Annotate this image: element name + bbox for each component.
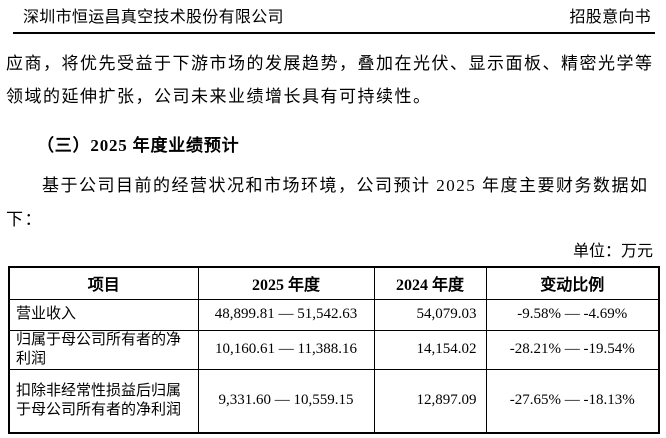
paragraph-continuation: 应商，将优先受益于下游市场的发展趋势，叠加在光伏、显示面板、精密光学等 领域的延… — [6, 47, 661, 113]
page-header: 深圳市恒运昌真空技术股份有限公司 招股意向书 — [23, 7, 651, 29]
header-divider — [13, 32, 655, 34]
doc-type-label: 招股意向书 — [569, 9, 651, 26]
financial-forecast-table: 项目 2025 年度 2024 年度 变动比例 营业收入 48,899.81 —… — [8, 266, 660, 434]
column-header-item: 项目 — [8, 266, 199, 300]
item-cell: 营业收入 — [8, 298, 199, 331]
value-2025-cell: 48,899.81 — 51,542.63 — [197, 298, 375, 331]
value-2024-cell: 12,897.09 — [373, 368, 487, 434]
paragraph-line: 应商，将优先受益于下游市场的发展趋势，叠加在光伏、显示面板、精密光学等 — [6, 54, 654, 73]
paragraph-line: 基于公司目前的经营状况和市场环境，公司预计 2025 年度主要财务数据如 — [42, 176, 649, 195]
table-row: 扣除非经常性损益后归属于母公司所有者的净利润 9,331.60 — 10,559… — [8, 368, 660, 434]
change-ratio-cell: -28.21% — -19.54% — [485, 329, 660, 370]
column-header-change: 变动比例 — [485, 266, 660, 300]
item-cell: 扣除非经常性损益后归属于母公司所有者的净利润 — [8, 368, 199, 434]
paragraph-intro: 基于公司目前的经营状况和市场环境，公司预计 2025 年度主要财务数据如 下： — [6, 169, 661, 237]
section-heading: （三）2025 年度业绩预计 — [37, 136, 240, 155]
value-2024-cell: 54,079.03 — [373, 298, 487, 331]
item-cell: 归属于母公司所有者的净利润 — [8, 329, 199, 370]
unit-note: 单位：万元 — [572, 243, 653, 260]
value-2025-cell: 9,331.60 — 10,559.15 — [197, 368, 375, 434]
paragraph-line: 领域的延伸扩张，公司未来业绩增长具有可持续性。 — [6, 87, 432, 106]
company-name: 深圳市恒运昌真空技术股份有限公司 — [23, 9, 284, 26]
change-ratio-cell: -27.65% — -18.13% — [485, 368, 660, 434]
column-header-2025: 2025 年度 — [197, 266, 375, 300]
table-row: 归属于母公司所有者的净利润 10,160.61 — 11,388.16 14,1… — [8, 329, 660, 370]
table-row: 营业收入 48,899.81 — 51,542.63 54,079.03 -9.… — [8, 298, 660, 331]
change-ratio-cell: -9.58% — -4.69% — [485, 298, 660, 331]
paragraph-line: 下： — [6, 210, 43, 229]
column-header-2024: 2024 年度 — [373, 266, 487, 300]
value-2024-cell: 14,154.02 — [373, 329, 487, 370]
table-header-row: 项目 2025 年度 2024 年度 变动比例 — [8, 266, 660, 300]
value-2025-cell: 10,160.61 — 11,388.16 — [197, 329, 375, 370]
